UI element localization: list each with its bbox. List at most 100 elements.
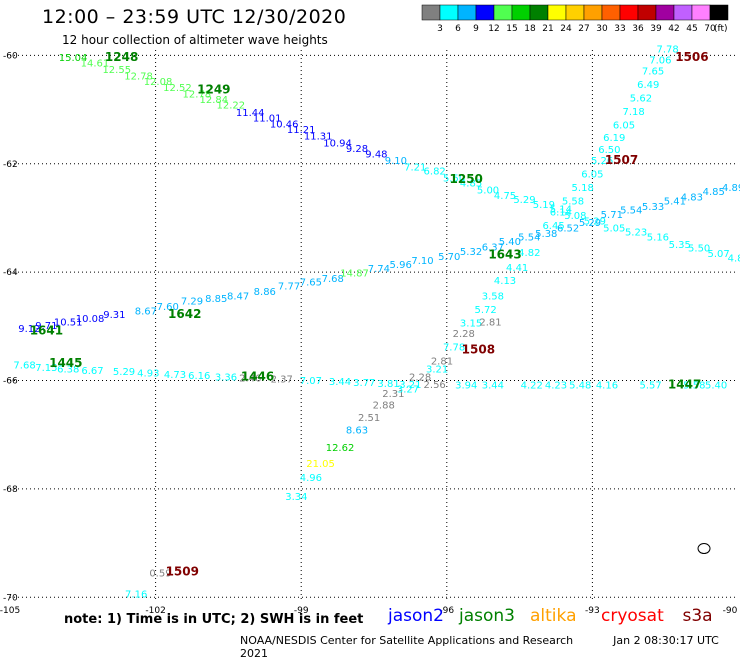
- wave-height-value: 5.40: [705, 381, 727, 392]
- lon-tick-label: -105: [0, 606, 20, 616]
- wave-height-value: 4.16: [596, 381, 618, 392]
- page-subtitle: 12 hour collection of altimeter wave hei…: [62, 33, 328, 47]
- wave-height-value: 5.29: [584, 216, 606, 227]
- time-label: 1447: [668, 378, 701, 392]
- wave-height-value: 2.28: [409, 373, 431, 384]
- time-label: 1248: [105, 50, 138, 64]
- wave-height-value: 5.23: [625, 227, 647, 238]
- wave-height-value: 7.18: [623, 107, 645, 118]
- wave-height-value: 10.94: [323, 138, 352, 149]
- wave-height-value: 3.58: [482, 291, 504, 302]
- wave-height-value: 5.72: [474, 305, 496, 316]
- wave-height-value: 5.50: [443, 174, 465, 185]
- time-label: 1249: [197, 82, 230, 96]
- wave-height-value: 5.07: [707, 249, 729, 260]
- wave-height-value: 7.74: [368, 264, 390, 275]
- wave-height-value: 4.85: [460, 179, 482, 190]
- wave-height-value: 5.05: [603, 224, 625, 235]
- wave-height-value: 6.37: [482, 242, 504, 253]
- wave-height-value: 11.21: [287, 125, 316, 136]
- wave-height-value: 8.85: [205, 294, 227, 305]
- wave-height-value: 6.05: [613, 121, 635, 132]
- wave-height-value: 5.00: [477, 186, 499, 197]
- wave-height-value: 7.07: [300, 376, 322, 387]
- wave-height-value: 7.78: [443, 343, 465, 354]
- wave-height-value: 15.04: [59, 53, 88, 64]
- wave-height-value: 8.63: [346, 426, 368, 437]
- wave-height-value: 5.62: [630, 93, 652, 104]
- wave-height-value: 6.50: [598, 145, 620, 156]
- wave-height-value: 3.21: [399, 380, 421, 391]
- wave-height-value: 4.22: [521, 381, 543, 392]
- wave-height-value: 5.48: [569, 381, 591, 392]
- lat-tick-label: -70: [3, 593, 18, 603]
- wave-height-value: 7.21: [404, 162, 426, 173]
- wave-height-value: 5.58: [683, 381, 705, 392]
- wave-height-value: 12.78: [124, 71, 153, 82]
- wave-height-value: 10.51: [54, 317, 83, 328]
- wave-height-value: 8.67: [135, 306, 157, 317]
- colorbar-swatch: [637, 4, 657, 21]
- colorbar-swatch: [583, 4, 603, 21]
- wave-height-value: 7.68: [322, 274, 344, 285]
- colorbar-swatch: [493, 4, 513, 21]
- colorbar-swatch: [619, 4, 639, 21]
- wave-height-value: 2.88: [373, 401, 395, 412]
- wave-height-value: 2.37: [271, 375, 293, 386]
- wave-height-value: 7.29: [181, 297, 203, 308]
- wave-height-value: 9.10: [385, 156, 407, 167]
- wave-height-value: 0.59: [149, 569, 171, 580]
- wave-height-value: 11.01: [253, 114, 282, 125]
- wave-height-value: 5.26: [591, 156, 613, 167]
- wave-height-value: 12.08: [144, 77, 173, 88]
- colorbar-swatch: [547, 4, 567, 21]
- wave-height-value: 6.19: [603, 133, 625, 144]
- wave-height-value: 3.36: [215, 373, 237, 384]
- wave-height-value: 14.87: [340, 269, 369, 280]
- wave-height-value: 21.05: [306, 459, 335, 470]
- wave-height-value: 12.55: [102, 65, 131, 76]
- wave-height-value: 3.77: [353, 378, 375, 389]
- wave-height-value: 7.65: [642, 66, 664, 77]
- wave-height-value: 5.96: [390, 260, 412, 271]
- lon-tick-label: -90: [723, 606, 738, 616]
- legend-jason2: jason2: [388, 606, 444, 626]
- colorbar-tick: 39: [650, 24, 662, 34]
- wave-height-value: 5.14: [550, 205, 572, 216]
- time-label: 1250: [450, 172, 483, 186]
- colorbar-swatch: [655, 4, 675, 21]
- wave-height-value: 9.28: [346, 144, 368, 155]
- wave-height-value: 6.14: [550, 207, 572, 218]
- time-label: 1641: [30, 323, 63, 337]
- time-label: 1445: [49, 356, 82, 370]
- wave-height-value: 5.18: [572, 183, 594, 194]
- wave-height-value: 4.75: [494, 191, 516, 202]
- colorbar-swatch: [565, 4, 585, 21]
- wave-height-value: 3.34: [285, 492, 307, 503]
- wave-height-value: 9.12: [18, 324, 40, 335]
- wave-height-value: 12.22: [217, 101, 246, 112]
- wave-height-value: 12.78: [183, 90, 212, 101]
- wave-height-value: 6.45: [542, 221, 564, 232]
- wave-height-value: 6.82: [424, 167, 446, 178]
- wave-height-value: 5.16: [647, 233, 669, 244]
- page-title: 12:00 – 23:59 UTC 12/30/2020: [42, 6, 347, 28]
- colorbar-swatch: [457, 4, 477, 21]
- wave-height-value: 5.54: [518, 233, 540, 244]
- lon-tick-label: -102: [145, 606, 165, 616]
- legend-altika: altika: [530, 606, 577, 626]
- wave-height-value: 3.81: [377, 379, 399, 390]
- wave-height-value: 8.86: [254, 287, 276, 298]
- wave-height-value: 12.52: [163, 83, 192, 94]
- colorbar-tick: 12: [488, 24, 499, 34]
- note-text: note: 1) Time is in UTC; 2) SWH is in fe…: [64, 612, 364, 627]
- wave-height-value: 4.83: [681, 193, 703, 204]
- time-label: 1642: [168, 307, 201, 321]
- wave-height-value: 2.81: [479, 317, 501, 328]
- wave-height-value: 4.23: [545, 381, 567, 392]
- wave-height-value: 5.70: [438, 252, 460, 263]
- island-outline: [697, 543, 711, 555]
- lat-tick-label: -66: [3, 377, 18, 387]
- colorbar-tick: 36: [632, 24, 644, 34]
- lat-tick-label: -68: [3, 485, 18, 495]
